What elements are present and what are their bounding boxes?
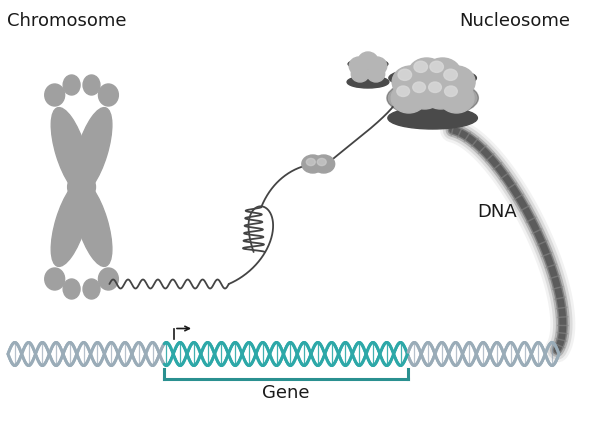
Ellipse shape [99, 268, 118, 290]
Ellipse shape [391, 83, 426, 113]
Ellipse shape [44, 268, 65, 290]
Ellipse shape [430, 61, 444, 73]
Ellipse shape [413, 82, 426, 92]
Ellipse shape [348, 59, 388, 69]
Text: DNA: DNA [477, 203, 517, 221]
Ellipse shape [51, 108, 90, 195]
Ellipse shape [313, 155, 335, 173]
Text: Chromosome: Chromosome [7, 12, 126, 30]
Ellipse shape [349, 57, 369, 75]
Ellipse shape [397, 86, 409, 97]
Ellipse shape [407, 79, 442, 109]
Ellipse shape [389, 68, 477, 88]
Ellipse shape [398, 69, 412, 81]
Ellipse shape [388, 107, 477, 129]
Ellipse shape [83, 279, 100, 299]
Ellipse shape [73, 180, 112, 266]
Ellipse shape [423, 79, 458, 109]
Ellipse shape [444, 69, 457, 81]
Ellipse shape [438, 66, 475, 98]
Ellipse shape [44, 84, 65, 106]
Ellipse shape [351, 66, 369, 82]
Ellipse shape [63, 75, 80, 95]
Ellipse shape [73, 108, 112, 195]
Ellipse shape [392, 66, 429, 98]
Ellipse shape [367, 57, 387, 75]
Ellipse shape [99, 84, 118, 106]
Ellipse shape [414, 61, 427, 73]
Text: Gene: Gene [262, 384, 310, 403]
Ellipse shape [307, 158, 316, 165]
Ellipse shape [439, 83, 474, 113]
Ellipse shape [358, 52, 378, 70]
Ellipse shape [424, 58, 461, 90]
Ellipse shape [302, 155, 324, 173]
Ellipse shape [63, 279, 80, 299]
Ellipse shape [367, 66, 385, 82]
Text: Nucleosome: Nucleosome [460, 12, 570, 30]
Ellipse shape [387, 79, 478, 117]
Ellipse shape [429, 82, 441, 92]
Ellipse shape [317, 158, 326, 165]
Ellipse shape [347, 76, 389, 88]
Ellipse shape [445, 86, 457, 97]
Ellipse shape [83, 75, 100, 95]
Ellipse shape [51, 180, 90, 266]
Ellipse shape [68, 173, 96, 201]
Ellipse shape [408, 58, 445, 90]
